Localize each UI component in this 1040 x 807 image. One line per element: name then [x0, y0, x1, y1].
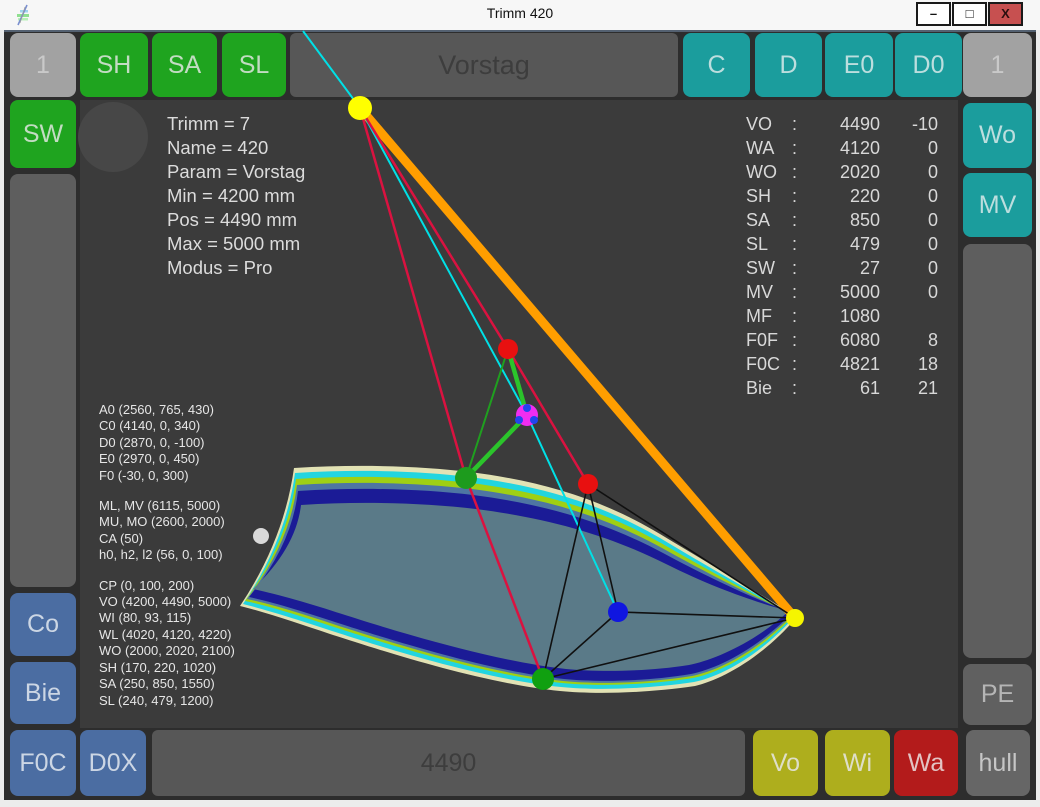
table-row: SH:220 0 [746, 186, 938, 206]
table-row: MF:1080 [746, 306, 880, 326]
window-title: Trimm 420 [486, 5, 554, 21]
wo-button[interactable]: Wo [963, 103, 1032, 168]
info-line: Param = Vorstag [167, 161, 306, 182]
co-button[interactable]: Co [10, 593, 76, 656]
info-line: Name = 420 [167, 137, 269, 158]
sl-button[interactable]: SL [222, 33, 286, 97]
table-row: F0C:4821 18 [746, 354, 938, 374]
accent-divider [4, 30, 1036, 32]
sh-button[interactable]: SH [80, 33, 148, 97]
table-row: MV:5000 0 [746, 282, 938, 302]
table-row: SL:479 0 [746, 234, 938, 254]
param-name-display: Vorstag [290, 33, 678, 97]
table-row: WA:4120 0 [746, 138, 938, 158]
info-line: Min = 4200 mm [167, 185, 296, 206]
window-frame-right [1036, 30, 1040, 807]
title-bar[interactable]: Trimm 420 – □ X [0, 0, 1040, 31]
pe-button[interactable]: PE [963, 664, 1032, 725]
bie-button[interactable]: Bie [10, 662, 76, 724]
info-line: Pos = 4490 mm [167, 209, 298, 230]
points-group: A0 (2560, 765, 430) C0 (4140, 0, 340) D0… [99, 402, 214, 483]
wa-button[interactable]: Wa [894, 730, 958, 796]
window-frame-bottom [0, 800, 1040, 807]
d0x-button[interactable]: D0X [80, 730, 146, 796]
f0c-button[interactable]: F0C [10, 730, 76, 796]
e0-button[interactable]: E0 [825, 33, 893, 97]
d0-button[interactable]: D0 [895, 33, 962, 97]
table-row: SA:850 0 [746, 210, 938, 230]
info-line: Modus = Pro [167, 257, 273, 278]
maximize-button[interactable]: □ [952, 2, 987, 26]
table-row: Bie:61 21 [746, 378, 938, 398]
right-slider-track [963, 244, 1032, 658]
sa-button[interactable]: SA [152, 33, 217, 97]
table-row: WO:2020 0 [746, 162, 938, 182]
mast-group: ML, MV (6115, 5000) MU, MO (2600, 2000) … [99, 498, 225, 563]
table-row: SW:27 0 [746, 258, 938, 278]
value-table: VO:4490 -10 WA:4120 0 WO:2020 0 SH:220 0 SA:… [746, 112, 938, 400]
minimize-button[interactable]: – [916, 2, 951, 26]
info-line: Max = 5000 mm [167, 233, 301, 254]
mv-button[interactable]: MV [963, 173, 1032, 237]
toggle-left-button[interactable]: 1 [10, 33, 76, 97]
table-row: VO:4490 -10 [746, 114, 938, 134]
value-slider[interactable]: 4490 [152, 730, 745, 796]
wi-button[interactable]: Wi [825, 730, 890, 796]
coordinates-panel: A0 (2560, 765, 430) C0 (4140, 0, 340) D0… [99, 402, 235, 723]
table-row: F0F:6080 8 [746, 330, 938, 350]
hull-button[interactable]: hull [966, 730, 1030, 796]
toggle-right-button[interactable]: 1 [963, 33, 1032, 97]
d-button[interactable]: D [755, 33, 822, 97]
trim-info-panel: Trimm = 7 Name = 420 Param = Vorstag Min… [167, 112, 305, 280]
window-frame-left [0, 30, 4, 807]
close-button[interactable]: X [988, 2, 1023, 26]
sw-button[interactable]: SW [10, 100, 76, 168]
app-icon [17, 4, 29, 26]
ranges-group: CP (0, 100, 200) VO (4200, 4490, 5000) W… [99, 577, 235, 708]
info-line: Trimm = 7 [167, 113, 251, 134]
vo-button[interactable]: Vo [753, 730, 818, 796]
c-button[interactable]: C [683, 33, 750, 97]
left-slider-track [10, 174, 76, 587]
